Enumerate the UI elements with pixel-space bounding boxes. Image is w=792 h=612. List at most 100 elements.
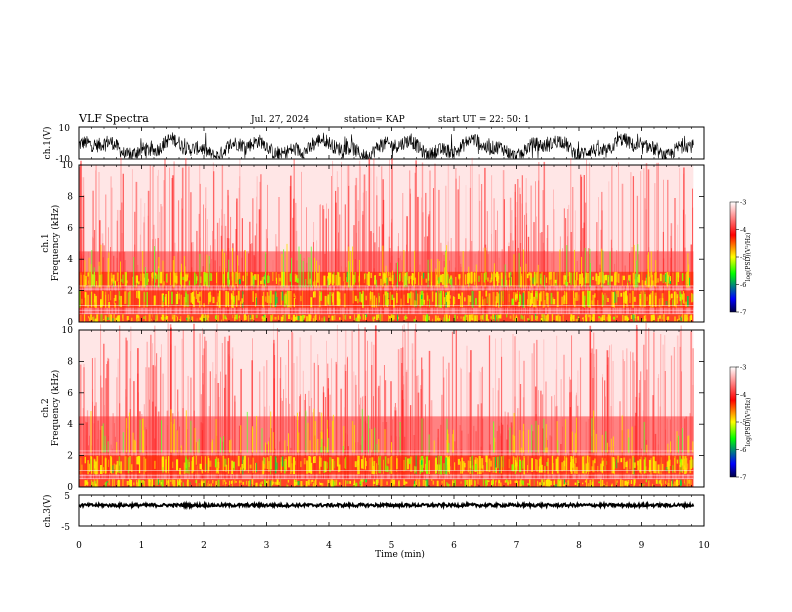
ch2-spectrogram-band-cell xyxy=(606,481,608,485)
ch1-spectrogram-band-cell xyxy=(419,291,421,306)
ch1-spectrogram-band-cell xyxy=(675,272,678,286)
ch2-spectrogram-band-cell xyxy=(563,479,565,486)
ch1-spectrogram-band-cell xyxy=(592,294,595,306)
ch1-spectrogram-band-cell xyxy=(126,316,129,321)
ch1-spectrogram-band-cell xyxy=(183,297,186,308)
ch1-spectrogram-band-cell xyxy=(235,273,237,283)
ch1-spectrogram-band-cell xyxy=(657,317,659,322)
ch1-spectrogram-band-cell xyxy=(283,295,286,307)
ch1-spectrogram-band-cell xyxy=(176,294,179,305)
ch1-spectrogram-band-cell xyxy=(402,271,403,283)
ch1-spectrogram-band-cell xyxy=(659,273,662,282)
ch1-spectrogram-band-cell xyxy=(227,272,229,279)
ch2-spectrogram-band-cell xyxy=(85,480,87,485)
ch1-spectrogram-band-cell xyxy=(315,314,317,322)
ch2-spectrogram-band-cell xyxy=(604,458,606,472)
ch1-spectrogram-band-cell xyxy=(173,272,176,283)
ch1-spectrogram-band-cell xyxy=(435,292,437,307)
ch1-spectrogram-band-cell xyxy=(662,317,663,320)
ch1-spectrogram-band-cell xyxy=(251,272,253,286)
ch1-spectrogram-band-cell xyxy=(388,315,389,322)
ch1-spectrogram-band-cell xyxy=(473,272,476,282)
ch1-spectrogram-band-cell xyxy=(534,272,536,282)
ch2-spectrogram-band-cell xyxy=(464,479,466,487)
ch2-spectrogram-band-cell xyxy=(465,480,468,485)
ch1-spectrogram-band-cell xyxy=(250,271,252,286)
ch1-spectrogram-band-cell xyxy=(104,315,107,322)
ch2-spectrogram-band-cell xyxy=(384,456,387,472)
ch1-spectrogram-band-cell xyxy=(546,292,548,305)
ch2-spectrogram-band-cell xyxy=(396,456,398,472)
ch2-spectrogram-band-cell xyxy=(283,461,286,474)
ch1-spectrogram-band-cell xyxy=(421,294,423,299)
ch1-ytick-bottom: -10 xyxy=(56,155,71,165)
ch1-spectrogram-band-cell xyxy=(84,292,87,307)
ch2-spectrogram-band-cell xyxy=(415,479,418,487)
ch1-spectrogram-band-cell xyxy=(188,314,190,322)
ch2-spectrogram-band-cell xyxy=(92,484,95,487)
ch1-spectrogram-band-cell xyxy=(529,315,531,319)
ch2-spectrogram-band-cell xyxy=(660,483,663,487)
ch2-spectrogram-band-cell xyxy=(329,457,331,473)
ch1-spectrogram-band-cell xyxy=(496,292,499,304)
ch2-spectrogram-band-cell xyxy=(591,481,594,487)
ch2-spectrogram-band-cell xyxy=(674,481,676,487)
ch1-spectrogram-band-cell xyxy=(107,317,110,320)
ch1-spectrogram-band-cell xyxy=(165,316,168,319)
ch2-spectrogram-band-cell xyxy=(105,481,107,485)
ch1-spectrogram-band-cell xyxy=(638,275,640,283)
ch1-spectrogram-band-cell xyxy=(275,272,277,281)
ch1-spectrogram-band-cell xyxy=(363,273,365,284)
ch1-spectrogram-band-cell xyxy=(285,292,287,304)
ch2-spectrogram-band-cell xyxy=(419,456,421,473)
ch2-spectrogram-band-cell xyxy=(349,480,351,484)
ch2-spectrogram-band-cell xyxy=(215,480,217,487)
ch1-spectrogram-band-cell xyxy=(317,272,319,283)
ch1-spectrogram-band-cell xyxy=(676,294,679,298)
ch1-spectrogram-band-cell xyxy=(219,290,221,308)
ch1-spectrogram-band-cell xyxy=(319,314,320,320)
ch1-spectrogram-band-cell xyxy=(381,314,383,321)
ch1-spectrogram-band-cell xyxy=(626,295,628,307)
ch2-spectrogram-band-cell xyxy=(239,480,241,487)
ch2-spectrogram-band-cell xyxy=(242,481,245,485)
ch1-spectrogram-band-cell xyxy=(163,295,165,302)
ch1-spectrogram-band-cell xyxy=(329,273,332,283)
ch1-spectrogram-band-cell xyxy=(614,291,616,304)
ch1-spectrogram-band-cell xyxy=(357,314,360,322)
ch1-spectrogram-band-cell xyxy=(600,317,602,321)
ch1-spectrogram-band-cell xyxy=(452,296,454,307)
ch1-spectrogram-band-cell xyxy=(338,292,341,303)
ch1-spectrogram-band-cell xyxy=(585,314,587,322)
ch2-spectrogram-band-cell xyxy=(281,456,284,467)
ch1-spectrogram-band-cell xyxy=(233,296,235,305)
ch1-spectrogram-band-cell xyxy=(644,280,647,286)
ch1-spectrogram-band-cell xyxy=(371,292,374,308)
ch2-spectrogram-band-cell xyxy=(310,480,312,484)
ch2-spectrogram-band-cell xyxy=(668,479,670,482)
ch2-spectrogram-band-cell xyxy=(679,455,681,463)
ch1-spectrogram-band-cell xyxy=(565,292,568,304)
ch1-spectrogram-ylabel-frequency: Frequency (kHz) xyxy=(50,205,61,282)
ch2-spectrogram-band-cell xyxy=(280,457,282,472)
ch1-spectrogram-band-cell xyxy=(203,303,205,307)
ch1-spectrogram-band-cell xyxy=(444,297,446,305)
ch2-spectrogram-band-cell xyxy=(509,480,512,484)
ch1-spectrogram-band-cell xyxy=(519,295,522,306)
ch1-spectrogram-band-cell xyxy=(680,293,682,306)
ch1-spectrogram-band-cell xyxy=(284,314,286,322)
ch1-spectrogram-band-cell xyxy=(635,316,637,321)
ch2-spectrogram-band-cell xyxy=(560,479,562,487)
ch1-spectrogram-band-cell xyxy=(552,271,555,286)
ch1-spectrogram-band-cell xyxy=(261,276,263,282)
ch1-spectrogram-band-cell xyxy=(125,280,128,284)
ch2-spectrogram-band-cell xyxy=(660,463,662,475)
ch1-spectrogram-band-cell xyxy=(624,315,627,321)
ch1-spectrogram-band-cell xyxy=(466,314,469,322)
ch1-spectrogram-band-cell xyxy=(467,295,469,306)
ch2-spectrogram-band-cell xyxy=(535,459,537,470)
ch2-spectrogram-band-cell xyxy=(373,460,376,474)
ch2-spectrogram-band-cell xyxy=(185,455,187,473)
ch2-spectrogram-band-cell xyxy=(468,479,471,487)
ch1-spectrogram-band-cell xyxy=(680,316,682,321)
